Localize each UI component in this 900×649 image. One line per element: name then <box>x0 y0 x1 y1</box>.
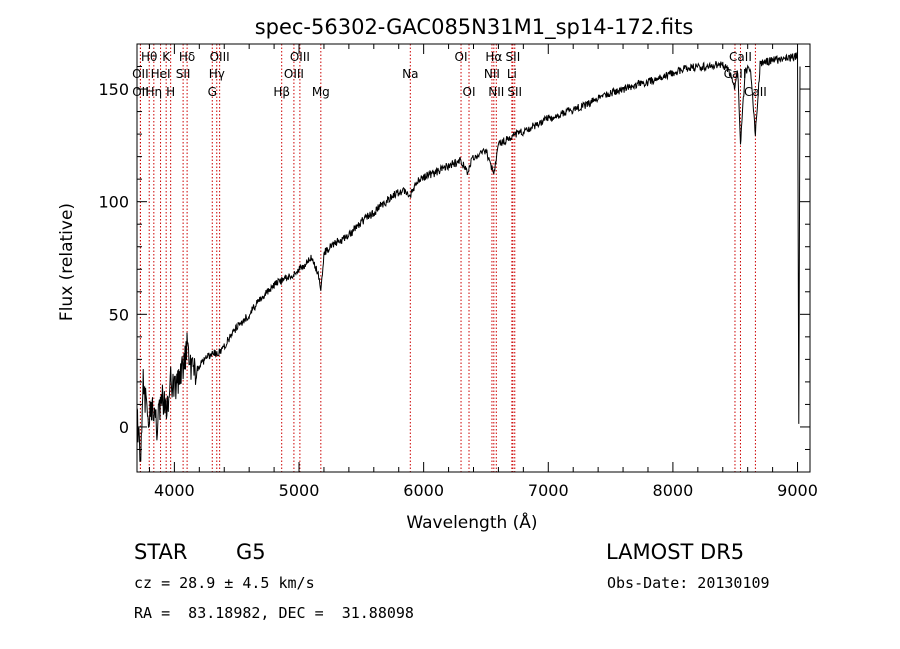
spectral-subclass: G5 <box>236 540 266 564</box>
line-marker-label: Hα <box>485 50 502 64</box>
line-marker-label: Hθ <box>141 50 157 64</box>
y-tick-label: 0 <box>119 418 129 437</box>
line-marker-label: Hβ <box>273 85 290 99</box>
line-marker-label: CaII <box>729 50 752 64</box>
line-marker-label: SII <box>176 67 191 81</box>
line-marker-label: OII <box>132 85 149 99</box>
line-marker-label: OIII <box>210 50 230 64</box>
plot-frame <box>136 43 811 473</box>
line-marker-label: Hγ <box>209 67 225 81</box>
line-marker-label: OI <box>455 50 468 64</box>
spectrum-line <box>136 51 801 462</box>
x-tick-label: 6000 <box>403 481 444 500</box>
coordinates: RA = 83.18982, DEC = 31.88098 <box>134 604 414 622</box>
y-tick-label: 100 <box>98 193 129 212</box>
y-tick-label: 150 <box>98 80 129 99</box>
x-tick-label: 4000 <box>154 481 195 500</box>
line-markers <box>139 44 756 472</box>
line-marker-label: Hδ <box>179 50 195 64</box>
line-marker-label: SII <box>506 50 521 64</box>
line-marker-labels: OIIOIIHθHηHeIKHSIIHδHγGOIIIHβOIIIOIIIMgN… <box>132 50 767 99</box>
line-marker-label: K <box>162 50 171 64</box>
x-tick-label: 5000 <box>279 481 320 500</box>
obs-date: Obs-Date: 20130109 <box>607 574 770 592</box>
axis-ticks: 4000 5000 6000 7000 8000 9000 0 50 100 150 <box>98 44 818 500</box>
x-tick-label: 7000 <box>528 481 569 500</box>
line-marker-label: SII <box>507 85 522 99</box>
redshift-value: cz = 28.9 ± 4.5 km/s <box>134 574 315 592</box>
y-axis-label: Flux (relative) <box>57 203 77 321</box>
line-marker-label: Mg <box>312 85 330 99</box>
chart-title: spec-56302-GAC085N31M1_sp14-172.fits <box>255 15 694 40</box>
line-marker-label: NII <box>488 85 504 99</box>
line-marker-label: Hη <box>146 85 163 99</box>
line-marker-label: G <box>208 85 217 99</box>
x-axis-label: Wavelength (Å) <box>406 511 537 533</box>
line-marker-label: OI <box>463 85 476 99</box>
line-marker-label: Na <box>402 67 418 81</box>
line-marker-label: NII <box>484 67 500 81</box>
object-class: STAR <box>134 540 188 564</box>
x-tick-label: 8000 <box>653 481 694 500</box>
line-marker-label: CaII <box>744 85 767 99</box>
line-marker-label: OIII <box>290 50 310 64</box>
line-marker-label: H <box>166 85 175 99</box>
line-marker-label: Li <box>507 67 517 81</box>
y-tick-label: 50 <box>109 305 129 324</box>
line-marker-label: OII <box>132 67 149 81</box>
line-marker-label: HeI <box>151 67 171 81</box>
survey-label: LAMOST DR5 <box>606 540 745 564</box>
x-tick-label: 9000 <box>777 481 818 500</box>
line-marker-label: OIII <box>284 67 304 81</box>
